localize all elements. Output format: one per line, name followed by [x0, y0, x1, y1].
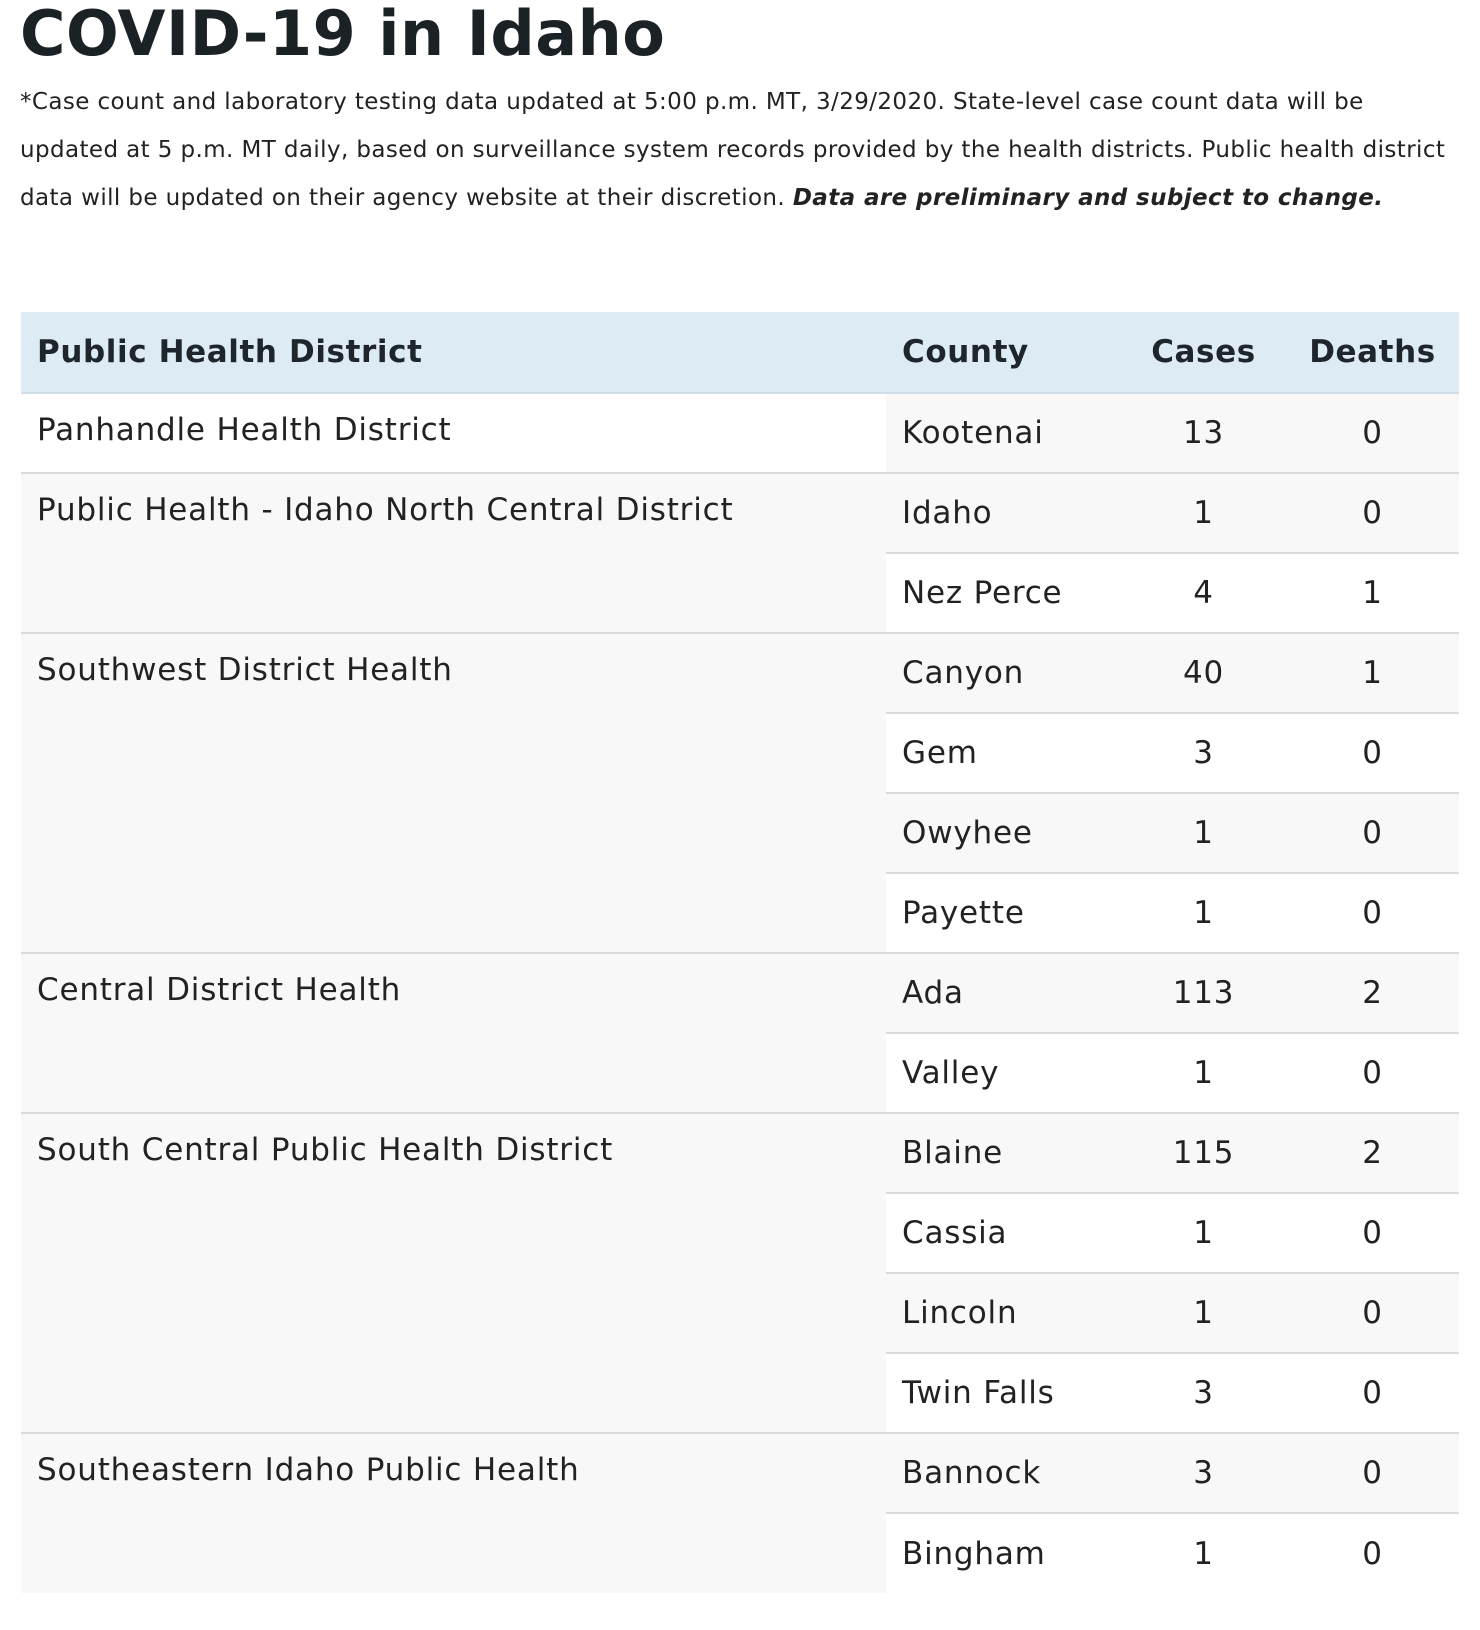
cases-cell: 1 — [1121, 1032, 1286, 1113]
header-cases[interactable]: Cases — [1121, 312, 1286, 394]
table-row: Bingham 1 0 — [21, 1512, 1459, 1593]
district-cell: Southwest District Health — [21, 632, 886, 953]
table-row: Central District Health Ada 113 2 — [21, 952, 1459, 1113]
header-county[interactable]: County — [886, 312, 1121, 394]
table-row: Cassia 1 0 — [21, 1192, 1459, 1273]
district-cell: South Central Public Health District — [21, 1112, 886, 1433]
county-cell: Valley — [886, 1032, 1121, 1113]
table-row: Panhandle Health District Kootenai 13 0 — [21, 392, 1459, 473]
table-row: Owyhee 1 0 — [21, 792, 1459, 873]
header-district[interactable]: Public Health District — [21, 312, 886, 394]
table-row: Gem 3 0 — [21, 712, 1459, 793]
deaths-cell: 0 — [1286, 1352, 1459, 1433]
county-cell: Owyhee — [886, 792, 1121, 873]
cases-cell: 1 — [1121, 472, 1286, 553]
county-cell: Bingham — [886, 1512, 1121, 1593]
deaths-cell: 0 — [1286, 872, 1459, 953]
deaths-cell: 0 — [1286, 792, 1459, 873]
county-cell: Payette — [886, 872, 1121, 953]
deaths-cell: 0 — [1286, 392, 1459, 473]
county-cell: Bannock — [886, 1432, 1121, 1513]
page-title: COVID-19 in Idaho — [20, 0, 666, 70]
deaths-cell: 0 — [1286, 1032, 1459, 1113]
table-row: Twin Falls 3 0 — [21, 1352, 1459, 1433]
county-cell: Kootenai — [886, 392, 1121, 473]
cases-cell: 40 — [1121, 632, 1286, 713]
district-cell: Southeastern Idaho Public Health — [21, 1432, 886, 1593]
county-cell: Canyon — [886, 632, 1121, 713]
header-deaths[interactable]: Deaths — [1286, 312, 1459, 394]
district-cell: Public Health - Idaho North Central Dist… — [21, 472, 886, 633]
district-cell: Central District Health — [21, 952, 886, 1113]
cases-cell: 4 — [1121, 552, 1286, 633]
table-row: Public Health - Idaho North Central Dist… — [21, 472, 1459, 633]
cases-cell: 1 — [1121, 792, 1286, 873]
header-row: Public Health District County Cases Deat… — [21, 312, 1459, 394]
county-cell: Blaine — [886, 1112, 1121, 1193]
deaths-cell: 0 — [1286, 712, 1459, 793]
cases-cell: 1 — [1121, 872, 1286, 953]
table-row: Southeastern Idaho Public Health Bannock… — [21, 1432, 1459, 1593]
cases-cell: 1 — [1121, 1512, 1286, 1593]
update-note: *Case count and laboratory testing data … — [20, 78, 1460, 222]
cases-cell: 115 — [1121, 1112, 1286, 1193]
deaths-cell: 2 — [1286, 952, 1459, 1033]
cases-cell: 113 — [1121, 952, 1286, 1033]
cases-cell: 3 — [1121, 1432, 1286, 1513]
county-cell: Twin Falls — [886, 1352, 1121, 1433]
table-row: Valley 1 0 — [21, 1032, 1459, 1113]
table-row: Lincoln 1 0 — [21, 1272, 1459, 1353]
covid-cases-table: Public Health District County Cases Deat… — [21, 312, 1459, 1593]
update-note-emphasis: Data are preliminary and subject to chan… — [792, 185, 1384, 211]
county-cell: Lincoln — [886, 1272, 1121, 1353]
deaths-cell: 2 — [1286, 1112, 1459, 1193]
table-row: Payette 1 0 — [21, 872, 1459, 953]
county-cell: Cassia — [886, 1192, 1121, 1273]
cases-cell: 1 — [1121, 1192, 1286, 1273]
district-cell: Panhandle Health District — [21, 392, 886, 473]
deaths-cell: 0 — [1286, 1432, 1459, 1513]
deaths-cell: 0 — [1286, 1272, 1459, 1353]
table-row: Nez Perce 4 1 — [21, 552, 1459, 633]
county-cell: Ada — [886, 952, 1121, 1033]
table-body: Panhandle Health District Kootenai 13 0 … — [21, 392, 1459, 1593]
county-cell: Idaho — [886, 472, 1121, 553]
update-note-text: *Case count and laboratory testing data … — [20, 89, 1446, 211]
table-header: Public Health District County Cases Deat… — [21, 312, 1459, 394]
deaths-cell: 0 — [1286, 1512, 1459, 1593]
deaths-cell: 1 — [1286, 632, 1459, 713]
deaths-cell: 1 — [1286, 552, 1459, 633]
cases-cell: 3 — [1121, 712, 1286, 793]
cases-cell: 13 — [1121, 392, 1286, 473]
cases-cell: 3 — [1121, 1352, 1286, 1433]
table-row: South Central Public Health District Bla… — [21, 1112, 1459, 1433]
table-row: Southwest District Health Canyon 40 1 — [21, 632, 1459, 953]
county-cell: Gem — [886, 712, 1121, 793]
deaths-cell: 0 — [1286, 1192, 1459, 1273]
deaths-cell: 0 — [1286, 472, 1459, 553]
county-cell: Nez Perce — [886, 552, 1121, 633]
cases-cell: 1 — [1121, 1272, 1286, 1353]
